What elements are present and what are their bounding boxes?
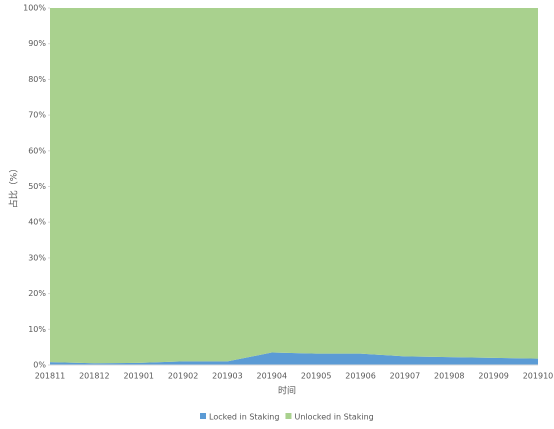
y-tick-label: 60% (28, 146, 46, 155)
x-tick-label: 201901 (123, 372, 154, 381)
y-tick-label: 100% (23, 4, 46, 13)
y-tick-label: 70% (28, 111, 46, 120)
y-tick-label: 20% (28, 289, 46, 298)
y-tick-label: 80% (28, 75, 46, 84)
y-tick-label: 40% (28, 218, 46, 227)
x-tick-label: 201902 (168, 372, 199, 381)
y-tick-label: 90% (28, 39, 46, 48)
legend-label: Locked in Staking (209, 413, 279, 422)
x-tick-label: 201907 (390, 372, 421, 381)
legend-label: Unlocked in Staking (294, 413, 373, 422)
x-tick-label: 201906 (345, 372, 376, 381)
x-tick-label: 201908 (434, 372, 465, 381)
y-tick-label: 50% (28, 182, 46, 191)
y-axis-label: 占比（%） (8, 164, 20, 209)
y-tick-label: 30% (28, 253, 46, 262)
x-tick-label: 201904 (257, 372, 288, 381)
x-tick-label: 201905 (301, 372, 332, 381)
x-tick-label: 201811 (35, 372, 66, 381)
legend-swatch (200, 413, 206, 419)
area (50, 352, 538, 365)
x-tick-label: 201910 (523, 372, 554, 381)
x-tick-label: 201903 (212, 372, 243, 381)
y-tick-label: 0% (33, 361, 46, 370)
x-axis-label: 时间 (278, 385, 296, 397)
y-tick-label: 10% (28, 325, 46, 334)
x-tick-label: 201812 (79, 372, 110, 381)
area (50, 8, 538, 364)
legend-swatch (285, 413, 292, 419)
x-tick-label: 201909 (478, 372, 509, 381)
